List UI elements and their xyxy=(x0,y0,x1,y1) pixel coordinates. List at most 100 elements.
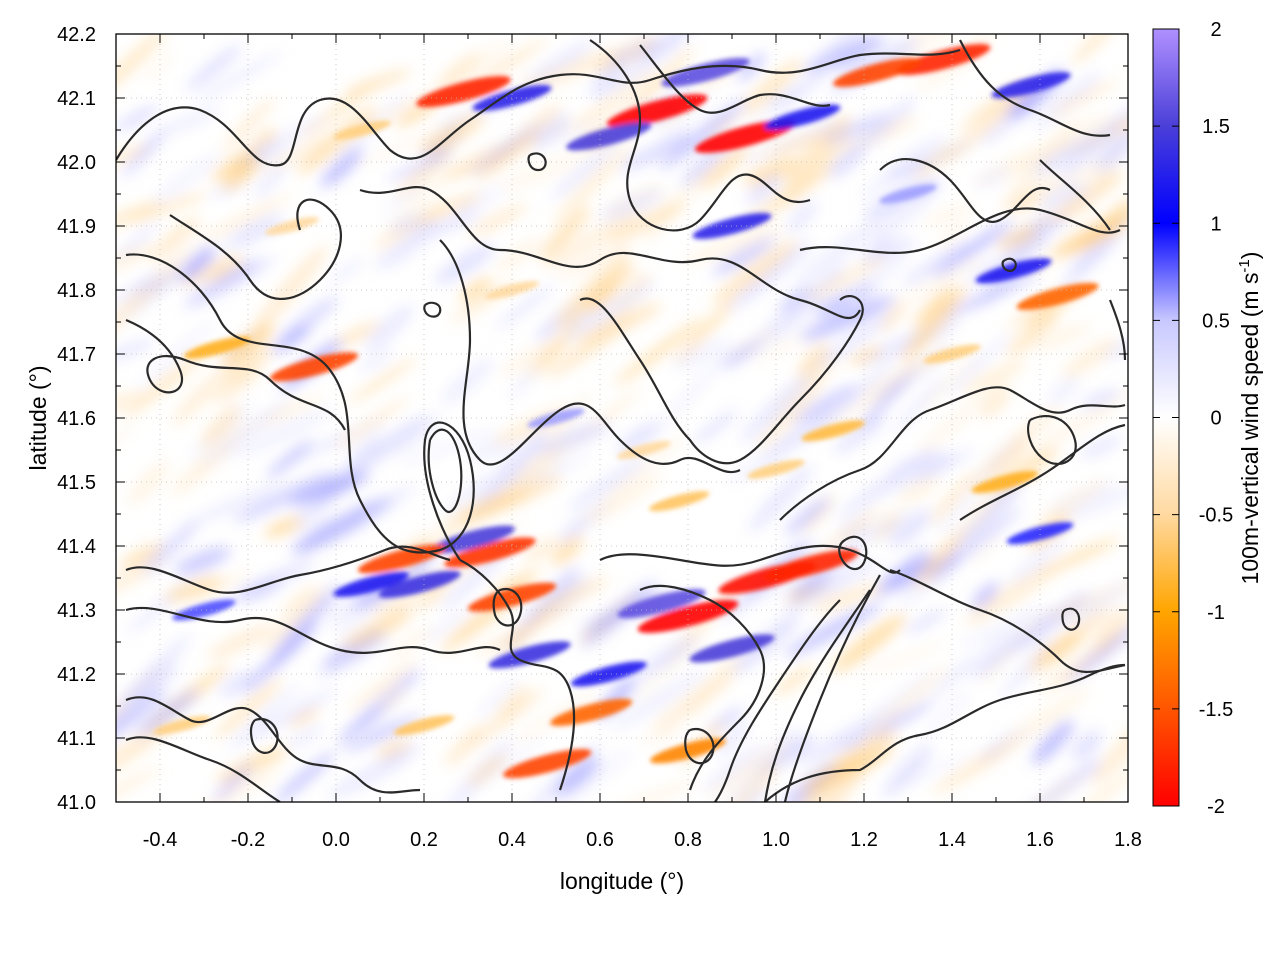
field-cell xyxy=(556,757,601,796)
field-cell xyxy=(770,123,860,157)
field-cell xyxy=(589,267,635,298)
field-cell xyxy=(1071,34,1117,65)
wind-feature xyxy=(378,570,461,598)
contour-line xyxy=(125,606,501,654)
contour-line xyxy=(1027,415,1077,466)
field-cell xyxy=(980,384,1011,418)
contour-line xyxy=(459,559,576,791)
field-cell xyxy=(260,586,327,653)
field-cell xyxy=(773,135,851,211)
field-cell xyxy=(804,254,889,302)
field-cell xyxy=(859,168,898,200)
wind-feature xyxy=(764,549,859,581)
field-cell xyxy=(657,355,727,430)
field-cell xyxy=(860,365,918,430)
contour-line xyxy=(763,589,871,802)
field-cell xyxy=(416,193,482,223)
field-cell xyxy=(844,255,910,300)
field-cell xyxy=(438,52,481,90)
field-cell xyxy=(705,740,793,799)
contour-line xyxy=(249,717,279,754)
field-cell xyxy=(526,38,595,85)
wind-feature xyxy=(606,94,708,128)
field-cell xyxy=(225,214,285,249)
field-cell xyxy=(1006,311,1060,357)
field-cell xyxy=(1080,434,1123,459)
field-cell xyxy=(756,377,825,451)
field-cell xyxy=(793,215,886,286)
field-cell xyxy=(1047,376,1081,404)
contour-line xyxy=(125,253,475,561)
field-cell xyxy=(600,779,700,802)
wind-feature xyxy=(637,599,739,633)
field-cell xyxy=(212,763,253,802)
field-cell xyxy=(892,375,946,435)
colorbar-tick-label: -0.5 xyxy=(1199,505,1233,527)
field-cell xyxy=(857,640,950,677)
field-cell xyxy=(193,51,284,104)
field-cell xyxy=(211,367,262,403)
field-cell xyxy=(462,490,533,522)
wind-feature xyxy=(616,441,672,459)
wind-feature xyxy=(617,589,706,619)
field-cell xyxy=(270,583,342,662)
wind-feature xyxy=(566,122,652,151)
field-cell xyxy=(849,346,883,365)
contour-line xyxy=(439,239,741,474)
field-cell xyxy=(634,34,703,64)
field-cell xyxy=(824,113,889,144)
field-cell xyxy=(879,303,906,332)
field-cell xyxy=(253,244,329,333)
field-cell xyxy=(216,745,290,784)
axis-ticks xyxy=(116,33,1129,803)
field-cell xyxy=(833,415,886,454)
colorbar-label: 100m-vertical wind speed (m s-1) xyxy=(1236,252,1263,585)
field-cell xyxy=(545,747,634,802)
field-cell xyxy=(439,547,511,610)
contour-line xyxy=(423,301,442,318)
field-cell xyxy=(1074,114,1114,132)
field-cell xyxy=(116,391,141,413)
field-cell xyxy=(1080,388,1121,410)
field-cell xyxy=(908,34,972,60)
field-cell xyxy=(116,144,152,170)
field-cell xyxy=(552,246,631,330)
field-cell xyxy=(555,122,599,144)
field-cell xyxy=(699,144,750,190)
field-cell xyxy=(219,671,255,698)
contour-line xyxy=(589,39,811,232)
field-cell xyxy=(1061,337,1119,379)
contour-line xyxy=(359,186,861,320)
contour-line xyxy=(959,39,1111,137)
field-cell xyxy=(314,637,389,681)
field-cell xyxy=(116,200,163,235)
field-cell xyxy=(378,685,408,712)
field-cell xyxy=(974,437,1021,484)
field-cell xyxy=(897,474,940,505)
field-cell xyxy=(552,143,634,224)
field-cell xyxy=(754,130,822,159)
field-cell xyxy=(266,439,314,479)
field-cell xyxy=(119,543,166,569)
field-cell xyxy=(253,157,291,199)
wind-feature xyxy=(689,634,775,663)
wind-feature xyxy=(971,470,1039,494)
field-cell xyxy=(242,622,318,693)
field-cell xyxy=(812,582,885,612)
wind-feature xyxy=(467,582,557,612)
field-cell xyxy=(190,571,252,601)
wind-feature xyxy=(650,738,726,764)
field-cell xyxy=(862,664,951,739)
field-cell xyxy=(896,570,952,611)
contour-line xyxy=(527,152,547,172)
field-cell xyxy=(1037,479,1109,524)
field-cell xyxy=(470,429,548,514)
field-cell xyxy=(711,239,798,305)
field-cell xyxy=(176,381,220,424)
field-cell xyxy=(127,460,170,506)
wind-feature xyxy=(570,661,647,687)
field-cell xyxy=(773,664,815,696)
field-cell xyxy=(1048,78,1121,117)
field-cell xyxy=(787,200,818,234)
contour-line xyxy=(639,584,765,791)
